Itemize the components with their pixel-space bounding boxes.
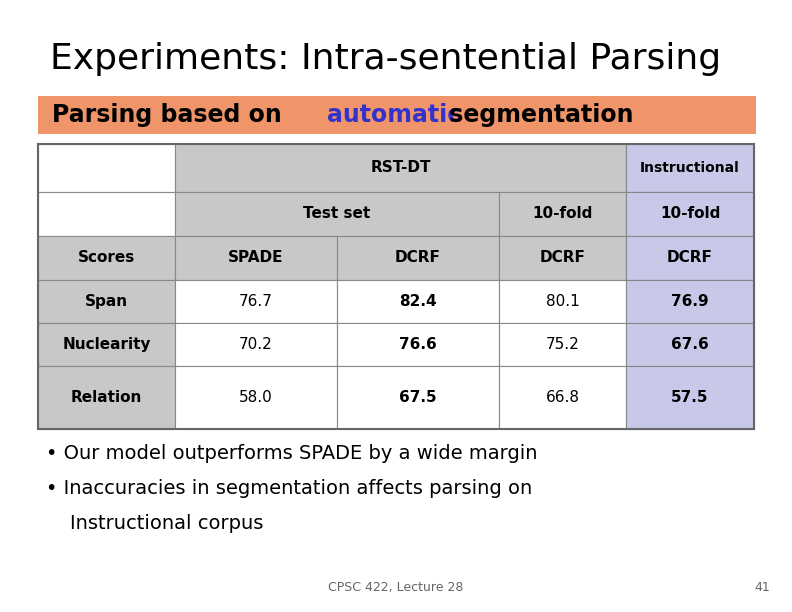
Bar (175, 366, 337, 429)
Text: 57.5: 57.5 (672, 390, 709, 405)
Bar (38, 236, 175, 280)
Bar (499, 366, 626, 429)
Text: 70.2: 70.2 (239, 337, 273, 352)
Bar (337, 366, 499, 429)
Bar (38, 192, 175, 236)
Bar (499, 280, 626, 323)
Text: • Inaccuracies in segmentation affects parsing on: • Inaccuracies in segmentation affects p… (46, 479, 532, 498)
Bar (38, 144, 175, 192)
Text: 67.6: 67.6 (671, 337, 709, 352)
Text: CPSC 422, Lecture 28: CPSC 422, Lecture 28 (329, 581, 463, 594)
Text: 76.6: 76.6 (399, 337, 437, 352)
Bar (38, 280, 175, 323)
Text: 58.0: 58.0 (239, 390, 273, 405)
Bar (499, 323, 626, 366)
Text: • Our model outperforms SPADE by a wide margin: • Our model outperforms SPADE by a wide … (46, 444, 538, 463)
Text: 66.8: 66.8 (546, 390, 580, 405)
Bar (499, 236, 626, 280)
Text: 76.7: 76.7 (239, 294, 273, 309)
Bar (38, 96, 756, 134)
Bar (175, 323, 337, 366)
Bar (175, 192, 499, 236)
Text: 67.5: 67.5 (399, 390, 437, 405)
Bar (626, 323, 754, 366)
Text: Span: Span (85, 294, 128, 309)
Text: 41: 41 (754, 581, 770, 594)
Bar (626, 236, 754, 280)
Text: DCRF: DCRF (539, 250, 585, 266)
Text: 80.1: 80.1 (546, 294, 580, 309)
Text: 76.9: 76.9 (671, 294, 709, 309)
Text: Nuclearity: Nuclearity (63, 337, 150, 352)
Bar (626, 280, 754, 323)
Text: RST-DT: RST-DT (370, 160, 431, 176)
Bar (626, 144, 754, 192)
Bar (175, 280, 337, 323)
Bar (175, 236, 337, 280)
Bar (626, 192, 754, 236)
Text: automatic: automatic (327, 103, 461, 127)
Text: Instructional: Instructional (640, 161, 740, 175)
Bar (499, 192, 626, 236)
Text: DCRF: DCRF (667, 250, 713, 266)
Bar (337, 236, 499, 280)
Bar (626, 366, 754, 429)
Text: DCRF: DCRF (395, 250, 441, 266)
Bar (337, 323, 499, 366)
Text: SPADE: SPADE (228, 250, 284, 266)
Text: Parsing based on: Parsing based on (52, 103, 290, 127)
Bar (337, 280, 499, 323)
Text: Experiments: Intra-sentential Parsing: Experiments: Intra-sentential Parsing (50, 42, 722, 76)
Text: Test set: Test set (303, 206, 371, 222)
Bar (175, 144, 626, 192)
Text: 75.2: 75.2 (546, 337, 580, 352)
Text: Scores: Scores (78, 250, 135, 266)
Text: 10-fold: 10-fold (660, 206, 720, 222)
Text: 10-fold: 10-fold (532, 206, 592, 222)
Text: Instructional corpus: Instructional corpus (70, 514, 264, 533)
Text: segmentation: segmentation (441, 103, 634, 127)
Bar (38, 366, 175, 429)
Text: Relation: Relation (70, 390, 143, 405)
Bar (38, 144, 754, 429)
Bar (38, 323, 175, 366)
Text: 82.4: 82.4 (399, 294, 437, 309)
